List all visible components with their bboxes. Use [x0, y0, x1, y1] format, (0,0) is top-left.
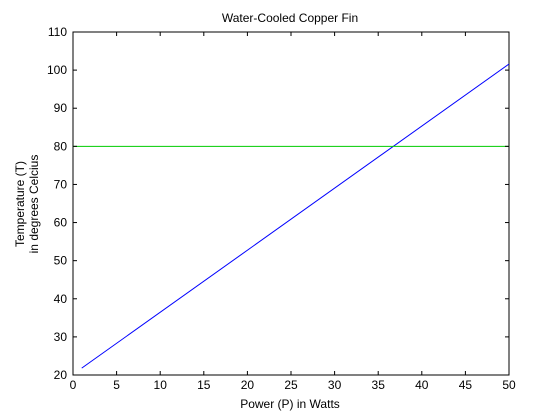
series-line-1	[81, 63, 510, 369]
x-tick-label: 5	[113, 378, 120, 392]
x-tick-label: 35	[372, 378, 386, 392]
plot-frame	[72, 31, 510, 376]
y-tick-label: 110	[48, 25, 67, 39]
y-axis-label-line-2: in degrees Celcius	[27, 155, 41, 254]
y-tick-label: 30	[54, 330, 68, 344]
x-tick-label: 45	[459, 378, 473, 392]
y-tick-label: 20	[54, 368, 68, 382]
x-axis-label: Power (P) in Watts	[240, 397, 340, 411]
x-tick-label: 50	[502, 378, 516, 392]
y-axis-label: Temperature (T) in degrees Celcius	[13, 155, 41, 254]
y-tick-label: 60	[54, 216, 68, 230]
y-tick-label: 80	[54, 139, 68, 153]
x-tick-label: 0	[70, 378, 77, 392]
plot-area: 0 5 10 15 20 25 30 35 40 45 50 20 30 40 50 60 70 80 90 100…	[47, 25, 516, 392]
x-tick-label: 10	[154, 378, 168, 392]
x-tick-label: 25	[284, 378, 298, 392]
y-tick-label: 90	[54, 101, 68, 115]
y-tick-label: 100	[47, 63, 67, 77]
y-axis-label-line-1: Temperature (T)	[13, 161, 27, 247]
x-tick-label: 20	[241, 378, 255, 392]
chart-title: Water-Cooled Copper Fin	[222, 11, 358, 25]
y-axis: 20 30 40 50 60 70 80 90 100 110	[47, 25, 509, 382]
y-tick-label: 70	[54, 177, 68, 191]
x-axis: 0 5 10 15 20 25 30 35 40 45 50	[70, 32, 516, 392]
y-tick-label: 40	[54, 292, 68, 306]
x-tick-label: 30	[328, 378, 342, 392]
x-tick-label: 40	[415, 378, 429, 392]
series-layer	[73, 63, 510, 369]
y-tick-label: 50	[54, 254, 68, 268]
x-tick-label: 15	[197, 378, 211, 392]
